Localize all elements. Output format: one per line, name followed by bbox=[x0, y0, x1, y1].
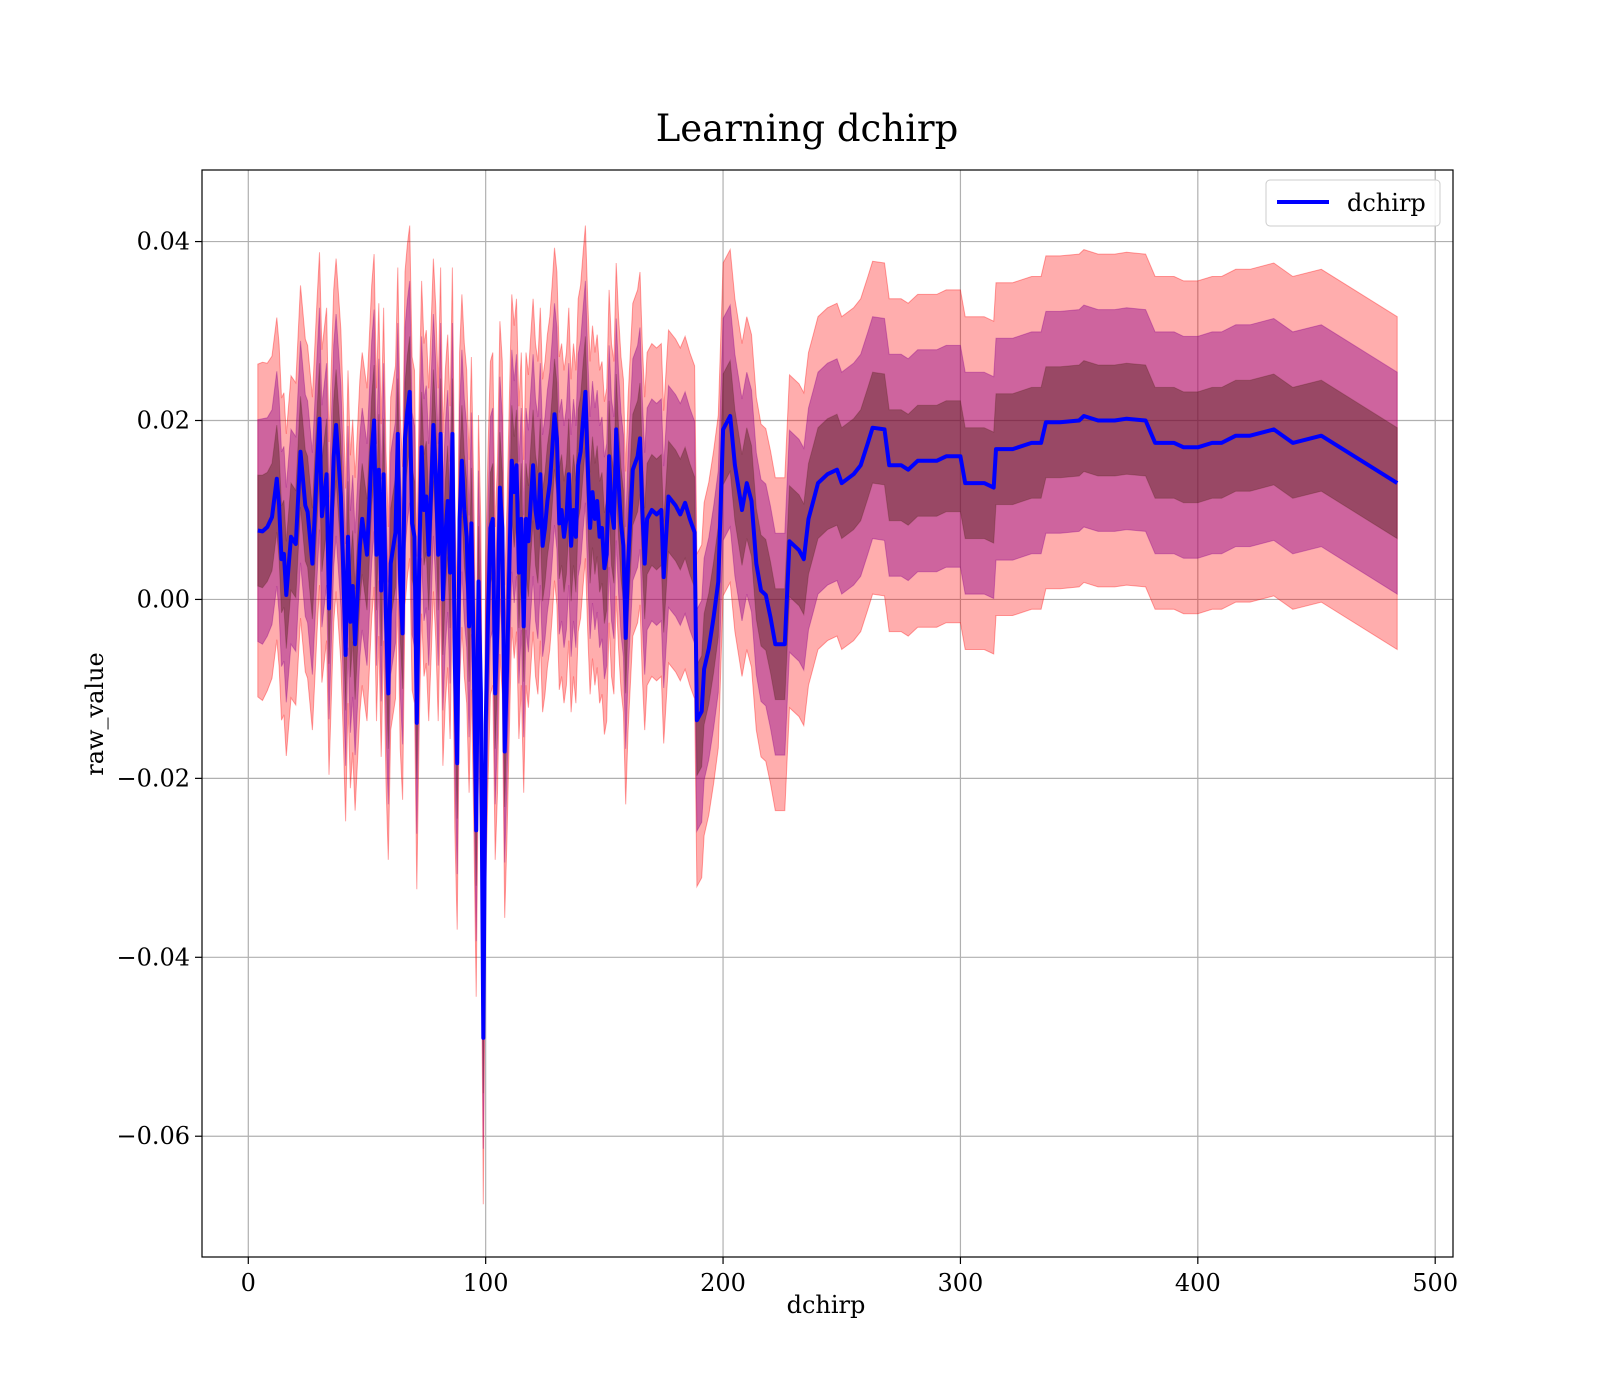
series-lines bbox=[257, 389, 1399, 1040]
y-axis-label: raw_value bbox=[81, 652, 109, 776]
legend-box bbox=[1265, 179, 1441, 227]
y-axis-ticks: −0.06 −0.04 −0.02 0.00 0.02 0.04 bbox=[116, 228, 202, 1150]
series-line-dchirp bbox=[257, 389, 1399, 1040]
y-tick-label: 0.00 bbox=[137, 585, 190, 613]
x-tick-label: 200 bbox=[700, 1269, 746, 1297]
band-3-sigma bbox=[257, 225, 1398, 1205]
x-tick-label: 500 bbox=[1412, 1269, 1458, 1297]
y-tick-label: −0.06 bbox=[116, 1122, 190, 1150]
y-tick-label: −0.04 bbox=[116, 943, 190, 971]
x-tick-label: 0 bbox=[241, 1269, 256, 1297]
y-tick-label: −0.02 bbox=[116, 764, 190, 792]
x-tick-label: 300 bbox=[938, 1269, 984, 1297]
chart-title: Learning dchirp bbox=[656, 107, 959, 150]
x-tick-label: 400 bbox=[1175, 1269, 1221, 1297]
x-tick-label: 100 bbox=[463, 1269, 509, 1297]
plot-frame bbox=[201, 169, 1454, 1258]
x-axis-ticks: 0 100 200 300 400 500 bbox=[241, 1257, 1458, 1297]
legend: dchirp bbox=[1265, 179, 1441, 227]
legend-entry-dchirp: dchirp bbox=[1347, 189, 1426, 217]
x-axis-label: dchirp bbox=[787, 1291, 866, 1319]
y-tick-label: 0.04 bbox=[137, 228, 190, 256]
y-tick-label: 0.02 bbox=[137, 407, 190, 435]
